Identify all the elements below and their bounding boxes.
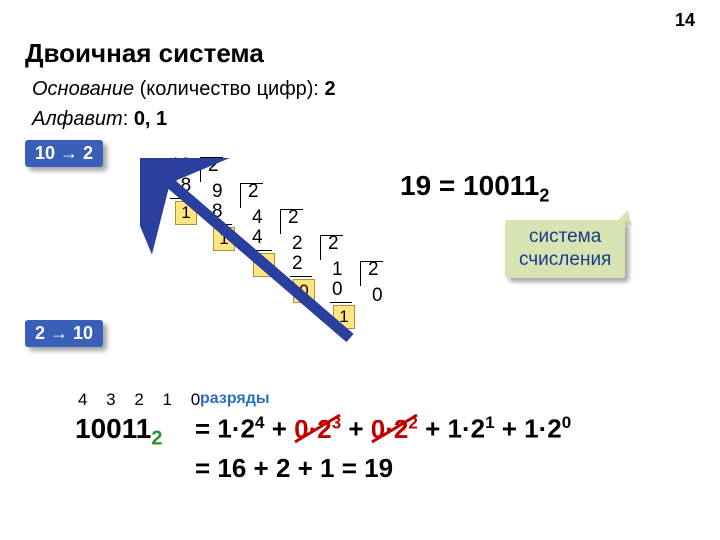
binary-value: 10011 xyxy=(75,413,151,444)
p4: + xyxy=(495,414,525,444)
alphabet-value: 0, 1 xyxy=(134,108,167,130)
t3: 0·2 xyxy=(371,414,409,444)
t1: 1·2 xyxy=(217,414,255,444)
arrow-icon xyxy=(140,158,380,358)
alphabet-line: Алфавит: 0, 1 xyxy=(32,108,167,131)
expansion: = 1·24 + 0·23 + 0·22 + 1·21 + 1·20 xyxy=(195,413,571,445)
binary-number: 100112 xyxy=(75,413,162,451)
sum-line: = 16 + 2 + 1 = 19 xyxy=(195,453,393,484)
p3: + xyxy=(418,414,448,444)
page-title: Двоичная система xyxy=(25,38,264,69)
badge-system-l2: счисления xyxy=(519,249,611,270)
t3s: 2 xyxy=(408,413,417,432)
t4: 1·2 xyxy=(447,414,485,444)
result-lhs: 19 = 10011 xyxy=(400,170,539,201)
base-line: Основание (количество цифр): 2 xyxy=(32,78,336,101)
base-label: Основание xyxy=(32,78,134,100)
badge-10-to-2: 10 → 2 xyxy=(25,140,103,167)
exp-eq: = xyxy=(195,414,217,444)
digit-positions: 4 3 2 1 0 xyxy=(78,390,207,410)
badge-system-l1: система xyxy=(529,226,601,247)
base-value: 2 xyxy=(325,78,336,100)
alphabet-label: Алфавит xyxy=(32,108,123,130)
alphabet-rest: : xyxy=(123,108,134,130)
result-sub: 2 xyxy=(539,186,549,206)
t4s: 1 xyxy=(485,413,494,432)
binary-sub: 2 xyxy=(151,428,162,450)
page-number: 14 xyxy=(675,10,695,31)
positions-label: разряды xyxy=(200,390,270,408)
t5s: 0 xyxy=(562,413,571,432)
result-equation: 19 = 100112 xyxy=(400,170,549,207)
badge-2-to-10: 2 → 10 xyxy=(25,320,103,347)
badge-system: система счисления xyxy=(505,220,625,278)
p2: + xyxy=(341,414,371,444)
t5: 1·2 xyxy=(524,414,562,444)
t2: 0·2 xyxy=(294,414,332,444)
base-rest: (количество цифр): xyxy=(134,78,324,100)
t2s: 3 xyxy=(332,413,341,432)
p1: + xyxy=(264,414,294,444)
